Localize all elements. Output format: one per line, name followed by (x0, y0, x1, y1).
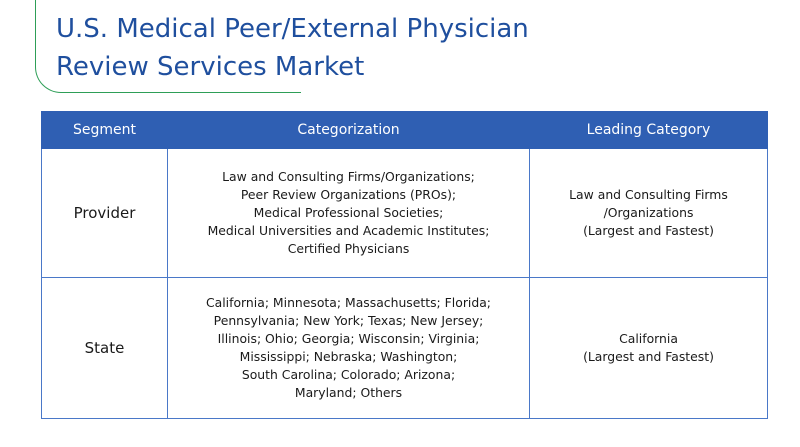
leading-category-line: /Organizations (603, 205, 694, 220)
leading-category-line: Law and Consulting Firms (569, 187, 728, 202)
title-accent-line (35, 0, 301, 93)
market-segmentation-table: Segment Categorization Leading Category … (41, 111, 768, 419)
segment-cell: Provider (41, 148, 168, 278)
page-title: U.S. Medical Peer/External Physician Rev… (56, 10, 529, 86)
leading-category-line: (Largest and Fastest) (583, 349, 714, 364)
categorization-cell: California; Minnesota; Massachusetts; Fl… (167, 277, 530, 419)
categorization-line: Maryland; Others (294, 385, 403, 400)
categorization-line: South Carolina; Colorado; Arizona; (241, 367, 456, 382)
categorization-line: Illinois; Ohio; Georgia; Wisconsin; Virg… (217, 331, 480, 346)
leading-category-cell: Law and Consulting Firms /Organizations … (529, 148, 768, 278)
categorization-line: Certified Physicians (287, 241, 410, 256)
page-title-line-2: Review Services Market (56, 52, 365, 82)
categorization-line: California; Minnesota; Massachusetts; Fl… (205, 295, 491, 310)
categorization-line: Mississippi; Nebraska; Washington; (239, 349, 458, 364)
table-row-provider: Provider Law and Consulting Firms/Organi… (41, 148, 768, 278)
categorization-cell: Law and Consulting Firms/Organizations; … (167, 148, 530, 278)
categorization-line: Medical Professional Societies; (253, 205, 444, 220)
categorization-line: Peer Review Organizations (PROs); (240, 187, 457, 202)
header-segment: Segment (41, 111, 168, 149)
leading-category-line: California (619, 331, 678, 346)
header-categorization: Categorization (167, 111, 530, 149)
table-row-state: State California; Minnesota; Massachuset… (41, 277, 768, 419)
segment-cell: State (41, 277, 168, 419)
leading-category-line: (Largest and Fastest) (583, 223, 714, 238)
leading-category-cell: California (Largest and Fastest) (529, 277, 768, 419)
header-leading-category: Leading Category (529, 111, 768, 149)
categorization-line: Medical Universities and Academic Instit… (207, 223, 490, 238)
categorization-line: Law and Consulting Firms/Organizations; (222, 169, 475, 184)
table-header-row: Segment Categorization Leading Category (41, 111, 768, 149)
categorization-line: Pennsylvania; New York; Texas; New Jerse… (213, 313, 484, 328)
page-title-line-1: U.S. Medical Peer/External Physician (56, 14, 529, 44)
